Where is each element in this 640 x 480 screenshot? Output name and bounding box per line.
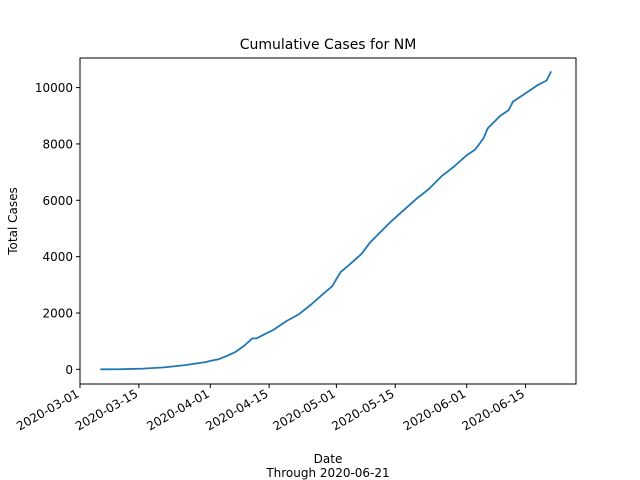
y-tick-label: 10000: [35, 81, 73, 95]
chart-title: Cumulative Cases for NM: [240, 37, 417, 53]
x-tick-label: 2020-04-15: [203, 386, 270, 433]
x-tick-label: 2020-04-01: [144, 386, 211, 433]
x-axis-label: Date: [314, 452, 343, 466]
y-tick-label: 4000: [42, 250, 73, 264]
y-tick-label: 6000: [42, 194, 73, 208]
y-axis: 0 2000 4000 6000 8000 10000: [35, 81, 80, 377]
x-tick-label: 2020-05-15: [329, 386, 396, 433]
y-tick-label: 8000: [42, 137, 73, 151]
plot-area: 0 2000 4000 6000 8000 10000 2020-03-012020-03…: [14, 57, 577, 433]
x-tick-label: 2020-03-15: [73, 386, 140, 433]
y-tick-label: 0: [65, 363, 73, 377]
plot-frame: [79, 57, 577, 385]
chart-subtitle: Through 2020-06-21: [265, 466, 389, 480]
y-tick-label: 2000: [42, 306, 73, 320]
x-tick-label: 2020-06-15: [460, 386, 527, 433]
y-axis-label: Total Cases: [6, 187, 20, 255]
x-tick-label: 2020-05-01: [271, 386, 338, 433]
x-tick-label: 2020-06-01: [401, 386, 468, 433]
series-line: [100, 71, 552, 371]
x-tick-label: 2020-03-01: [14, 386, 81, 433]
series-layer: [100, 71, 552, 371]
